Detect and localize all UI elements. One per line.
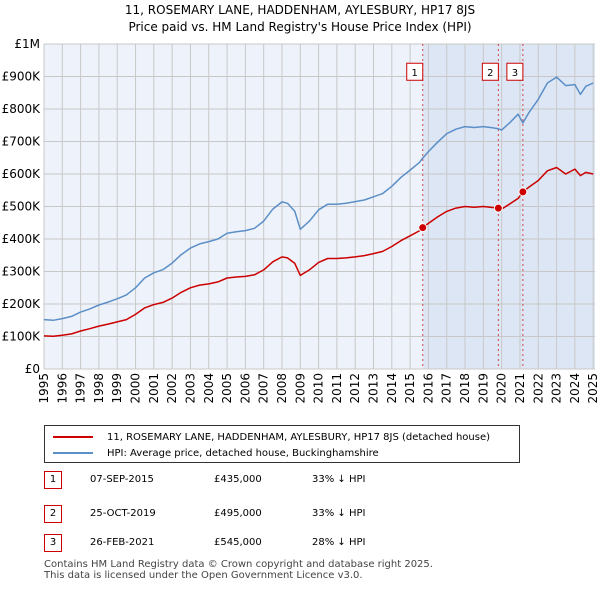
transaction-label: 1 (412, 68, 418, 79)
x-tick-label: 1995 (37, 373, 51, 404)
x-tick-label: 2013 (367, 373, 381, 404)
transaction-label-box (406, 62, 424, 81)
x-tick-label: 2010 (312, 373, 326, 404)
series-line-hpi (43, 76, 594, 322)
x-tick-label: 1996 (55, 373, 69, 404)
x-tick-label: 2014 (385, 373, 399, 404)
transaction-price: £545,000 (214, 537, 262, 548)
sale-point (493, 203, 503, 213)
x-tick-label: 2004 (202, 373, 216, 404)
legend: 11, ROSEMARY LANE, HADDENHAM, AYLESBURY,… (44, 425, 520, 463)
transaction-date: 07-SEP-2015 (90, 474, 154, 485)
series-line-price (43, 166, 594, 337)
transaction-label: 3 (512, 68, 518, 79)
y-tick-label: £600K (2, 167, 42, 181)
transaction-label-box (481, 62, 499, 81)
footer-copyright: Contains HM Land Registry data © Crown c… (44, 559, 433, 570)
transaction-price: £435,000 (214, 474, 262, 485)
transaction-number: 1 (44, 471, 62, 489)
x-tick-label: 2020 (495, 373, 509, 404)
x-tick-label: 2009 (293, 373, 307, 404)
transaction-number: 3 (44, 534, 62, 552)
footer: Contains HM Land Registry data © Crown c… (44, 559, 433, 581)
table-row: 1 07-SEP-2015 £435,000 33% ↓ HPI (44, 471, 524, 491)
x-tick-label: 2015 (403, 373, 417, 404)
transaction-hpi-diff: 33% ↓ HPI (312, 508, 366, 519)
footer-licence: This data is licensed under the Open Gov… (44, 570, 363, 581)
x-tick-label: 2024 (568, 373, 582, 404)
legend-label-price: 11, ROSEMARY LANE, HADDENHAM, AYLESBURY,… (107, 431, 491, 443)
y-tick-label: £100K (2, 330, 42, 344)
sale-point (418, 223, 428, 233)
table-row: 3 26-FEB-2021 £545,000 28% ↓ HPI (44, 534, 524, 554)
transaction-label-box (506, 62, 524, 81)
y-tick-label: £700K (2, 135, 42, 149)
y-tick-label: £500K (2, 200, 42, 214)
x-tick-label: 1998 (92, 373, 106, 404)
chart-subtitle: Price paid vs. HM Land Registry's House … (128, 20, 471, 34)
x-tick-label: 2023 (550, 373, 564, 404)
x-tick-label: 2016 (421, 373, 435, 404)
x-tick-label: 2008 (275, 373, 289, 404)
y-tick-label: £400K (2, 232, 42, 246)
transaction-label: 2 (487, 68, 493, 79)
x-tick-label: 2001 (147, 373, 161, 404)
legend-item-price: 11, ROSEMARY LANE, HADDENHAM, AYLESBURY,… (53, 429, 490, 445)
table-row: 2 25-OCT-2019 £495,000 33% ↓ HPI (44, 505, 524, 525)
legend-swatch-price (53, 436, 93, 438)
transaction-hpi-diff: 33% ↓ HPI (312, 474, 366, 485)
x-tick-label: 1999 (110, 373, 124, 404)
transaction-price: £495,000 (214, 508, 262, 519)
y-tick-label: £200K (2, 297, 42, 311)
x-tick-label: 2017 (440, 373, 454, 404)
sale-point (518, 187, 528, 197)
x-tick-label: 2006 (238, 373, 252, 404)
y-tick-label: £300K (2, 265, 42, 279)
x-tick-label: 2007 (257, 373, 271, 404)
x-tick-label: 2019 (476, 373, 490, 404)
legend-swatch-hpi (53, 452, 93, 454)
x-tick-label: 2021 (513, 373, 527, 404)
x-tick-label: 2002 (165, 373, 179, 404)
x-tick-label: 2011 (330, 373, 344, 404)
y-tick-label: £800K (2, 102, 42, 116)
transaction-date: 26-FEB-2021 (90, 537, 155, 548)
x-tick-label: 2005 (220, 373, 234, 404)
transaction-number: 2 (44, 505, 62, 523)
chart-title: 11, ROSEMARY LANE, HADDENHAM, AYLESBURY,… (125, 3, 475, 17)
y-tick-label: £1M (14, 37, 40, 51)
x-tick-label: 2018 (458, 373, 472, 404)
transaction-date: 25-OCT-2019 (90, 508, 156, 519)
y-tick-label: £900K (2, 70, 42, 84)
y-tick-label: £0 (25, 362, 40, 376)
legend-label-hpi: HPI: Average price, detached house, Buck… (107, 447, 379, 459)
x-tick-label: 1997 (74, 373, 88, 404)
x-tick-label: 2025 (586, 373, 600, 404)
transaction-hpi-diff: 28% ↓ HPI (312, 537, 366, 548)
x-tick-label: 2000 (129, 373, 143, 404)
legend-item-hpi: HPI: Average price, detached house, Buck… (53, 445, 379, 461)
x-tick-label: 2012 (348, 373, 362, 404)
chart: 11, ROSEMARY LANE, HADDENHAM, AYLESBURY,… (2, 3, 600, 404)
x-tick-label: 2003 (183, 373, 197, 404)
x-tick-label: 2022 (531, 373, 545, 404)
plot-area: £0 £100K £200K £300K £400K £500K £600K £700K £80… (2, 37, 600, 404)
